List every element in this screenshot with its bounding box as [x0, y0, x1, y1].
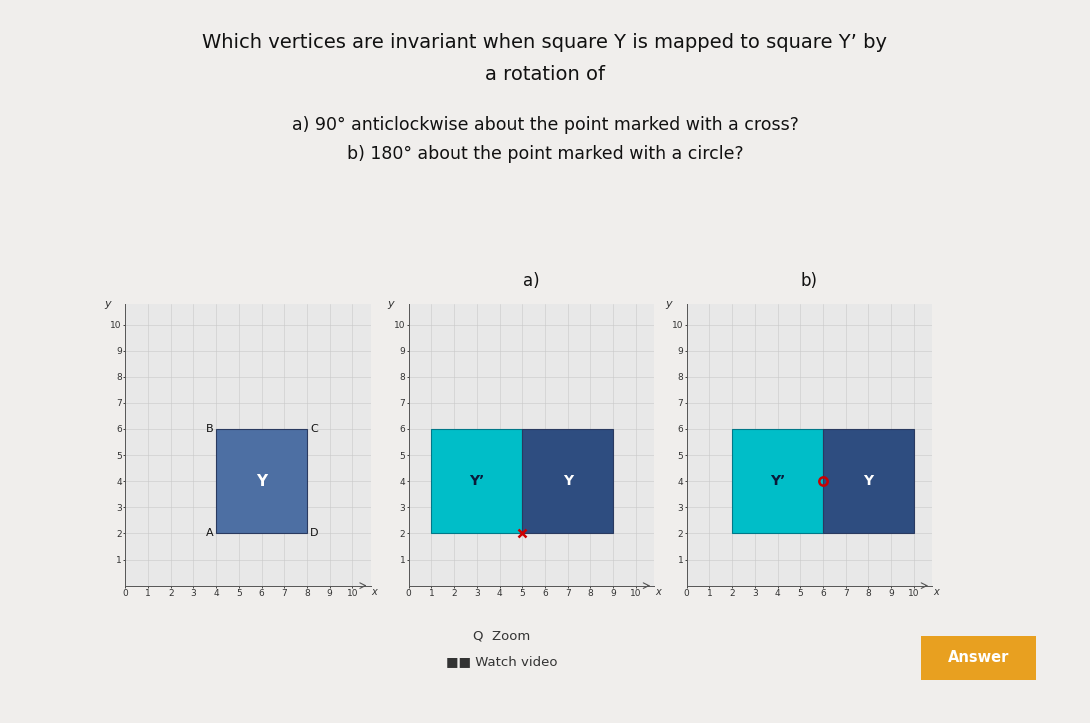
Text: x: x — [933, 587, 938, 596]
Text: x: x — [372, 587, 377, 596]
Text: b) 180° about the point marked with a circle?: b) 180° about the point marked with a ci… — [347, 145, 743, 163]
Text: a rotation of: a rotation of — [485, 65, 605, 84]
FancyBboxPatch shape — [920, 638, 1037, 677]
Text: Which vertices are invariant when square Y is mapped to square Y’ by: Which vertices are invariant when square… — [203, 33, 887, 51]
Bar — [732, 429, 823, 534]
Text: ■■ Watch video: ■■ Watch video — [446, 655, 557, 668]
Bar — [522, 429, 613, 534]
Text: D: D — [310, 529, 318, 539]
Text: C: C — [310, 424, 317, 434]
Text: y: y — [665, 299, 671, 309]
Bar — [432, 429, 522, 534]
Text: B: B — [206, 424, 214, 434]
Text: Answer: Answer — [947, 651, 1009, 665]
Text: Y’: Y’ — [470, 474, 484, 488]
Bar — [216, 429, 307, 534]
Text: Y: Y — [562, 474, 572, 488]
Text: a): a) — [523, 272, 540, 290]
Text: Y’: Y’ — [770, 474, 785, 488]
Text: x: x — [655, 587, 661, 596]
Text: b): b) — [801, 272, 818, 290]
Text: Y: Y — [256, 474, 267, 489]
Text: y: y — [387, 299, 393, 309]
Text: a) 90° anticlockwise about the point marked with a cross?: a) 90° anticlockwise about the point mar… — [291, 116, 799, 134]
Bar — [823, 429, 913, 534]
Text: A: A — [206, 529, 214, 539]
Text: y: y — [104, 299, 110, 309]
Text: Q  Zoom: Q Zoom — [473, 630, 530, 643]
Text: Y: Y — [863, 474, 873, 488]
